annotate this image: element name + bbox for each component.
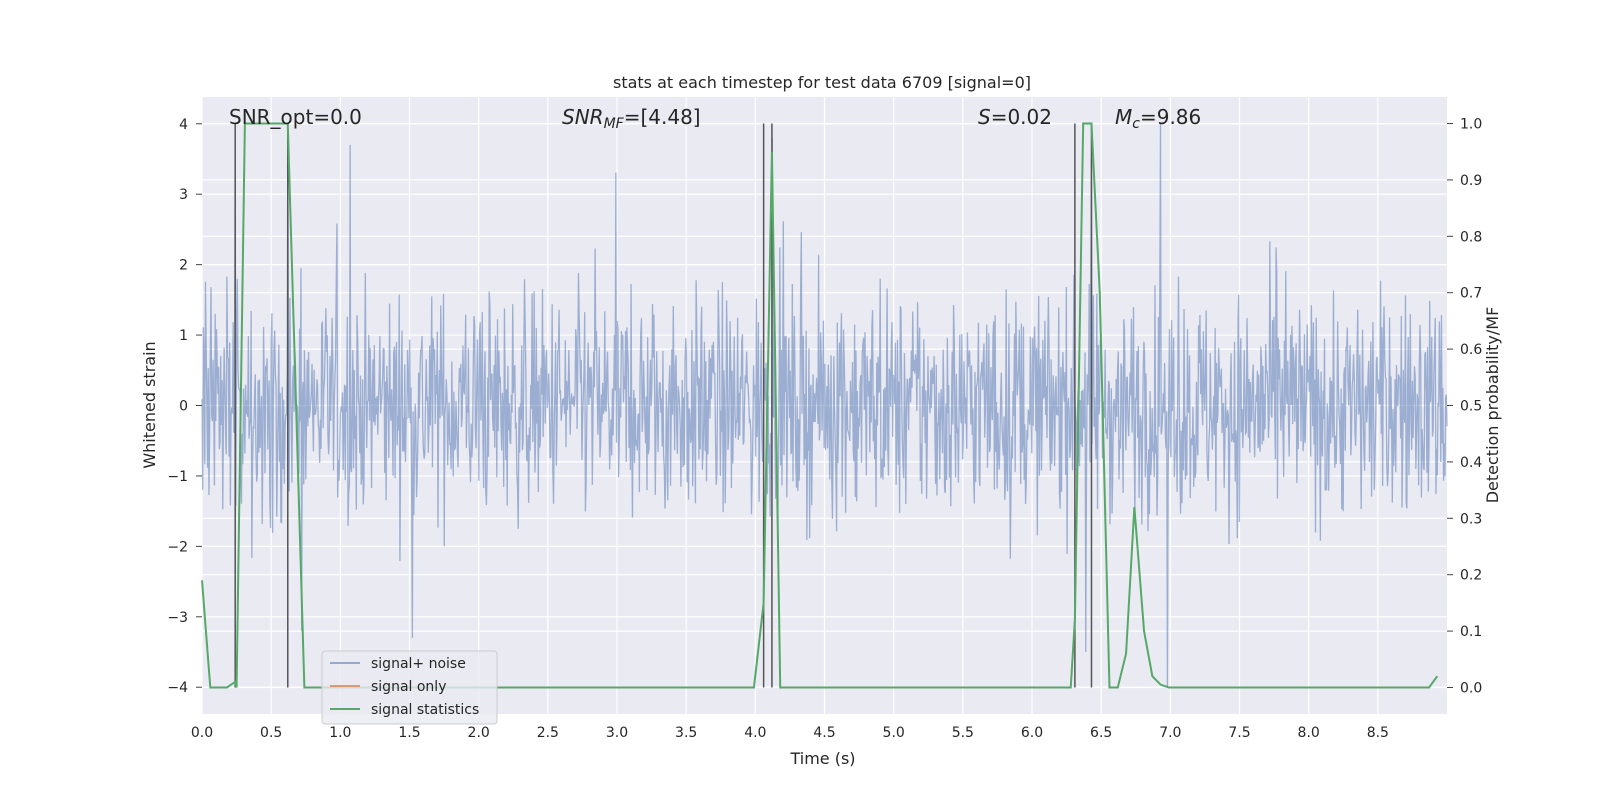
y-right-tick-label: 0.9 — [1460, 173, 1482, 189]
x-tick-labels: 0.0 0.5 1.0 1.5 2.0 2.5 3.0 3.5 4.0 4.5 5.0 5.5 6.0 6… — [191, 725, 1389, 741]
y-tick-label: 2 — [179, 258, 188, 274]
y-tick-label: 1 — [179, 328, 188, 344]
mc-val: =9.86 — [1140, 105, 1201, 129]
snr-mf-tail: =[4.48] — [624, 105, 701, 129]
y-right-axis-label: Detection probability/MF — [1483, 307, 1502, 504]
x-tick-label: 3.0 — [606, 725, 628, 741]
x-tick-label: 4.5 — [813, 725, 835, 741]
y-tick-label: 3 — [179, 187, 188, 203]
signal-noise-trace — [201, 123, 1448, 688]
annotation-s: S=0.02 — [978, 105, 1052, 129]
snr-mf-sub: MF — [604, 116, 625, 132]
x-tick-label: 7.0 — [1159, 725, 1181, 741]
mc-sub: c — [1132, 116, 1140, 132]
x-tick-label: 8.0 — [1298, 725, 1320, 741]
y-axis-label: Whitened strain — [140, 341, 159, 468]
y-right-tick-labels: 1.0 0.9 0.8 0.7 0.6 0.5 0.4 0.3 0.2 0.1 0.0 — [1447, 117, 1482, 696]
y-right-tick-label: 0.7 — [1460, 286, 1482, 302]
annotation-snr-mf: SNRMF=[4.48] — [562, 105, 701, 132]
legend: signal+ noise signal only signal statist… — [321, 650, 498, 725]
x-tick-label: 2.0 — [468, 725, 490, 741]
x-tick-label: 2.5 — [537, 725, 559, 741]
y-tick-label: −4 — [167, 680, 188, 696]
y-right-tick-label: 0.6 — [1460, 342, 1482, 358]
y-right-tick-label: 0.8 — [1460, 229, 1482, 245]
y-right-tick-label: 0.2 — [1460, 568, 1482, 584]
y-tick-label: −3 — [167, 610, 188, 626]
x-tick-label: 8.5 — [1367, 725, 1389, 741]
y-right-tick-label: 0.5 — [1460, 399, 1482, 415]
x-tick-label: 0.0 — [191, 725, 213, 741]
mc-var: M — [1115, 105, 1132, 129]
x-axis-label: Time (s) — [789, 749, 855, 768]
annotation-mc: Mc=9.86 — [1115, 105, 1201, 132]
s-val: =0.02 — [991, 105, 1052, 129]
legend-box — [321, 650, 498, 725]
x-tick-label: 5.0 — [883, 725, 905, 741]
signal-noise-series — [201, 123, 1448, 688]
x-tick-label: 1.5 — [398, 725, 420, 741]
y-right-tick-label: 0.1 — [1460, 624, 1482, 640]
x-tick-label: 7.5 — [1228, 725, 1250, 741]
x-tick-label: 3.5 — [675, 725, 697, 741]
x-tick-label: 5.5 — [952, 725, 974, 741]
x-tick-label: 6.5 — [1090, 725, 1112, 741]
x-tick-label: 4.0 — [744, 725, 766, 741]
y-tick-labels: 4 3 2 1 0 −1 −2 −3 −4 — [167, 117, 202, 696]
annotation-snr-opt: SNR_opt=0.0 — [229, 105, 362, 129]
legend-label-signal-only: signal only — [371, 679, 446, 695]
y-right-tick-label: 0.0 — [1460, 680, 1482, 696]
legend-label-signal-statistics: signal statistics — [371, 702, 479, 718]
y-right-tick-label: 1.0 — [1460, 117, 1482, 133]
signal-statistics-line — [201, 122, 1439, 689]
x-tick-label: 0.5 — [260, 725, 282, 741]
chart-title: stats at each timestep for test data 670… — [613, 73, 1031, 92]
y-tick-label: 0 — [179, 399, 188, 415]
s-var: S — [978, 105, 991, 129]
y-tick-label: 4 — [179, 117, 188, 133]
snr-mf-main: SNR — [562, 105, 604, 129]
y-right-tick-label: 0.3 — [1460, 511, 1482, 527]
y-tick-label: −2 — [167, 539, 188, 555]
x-tick-label: 1.0 — [329, 725, 351, 741]
x-tick-label: 6.0 — [1021, 725, 1043, 741]
y-right-tick-label: 0.4 — [1460, 455, 1482, 471]
legend-label-signal-noise: signal+ noise — [371, 656, 466, 672]
y-tick-label: −1 — [167, 469, 188, 485]
